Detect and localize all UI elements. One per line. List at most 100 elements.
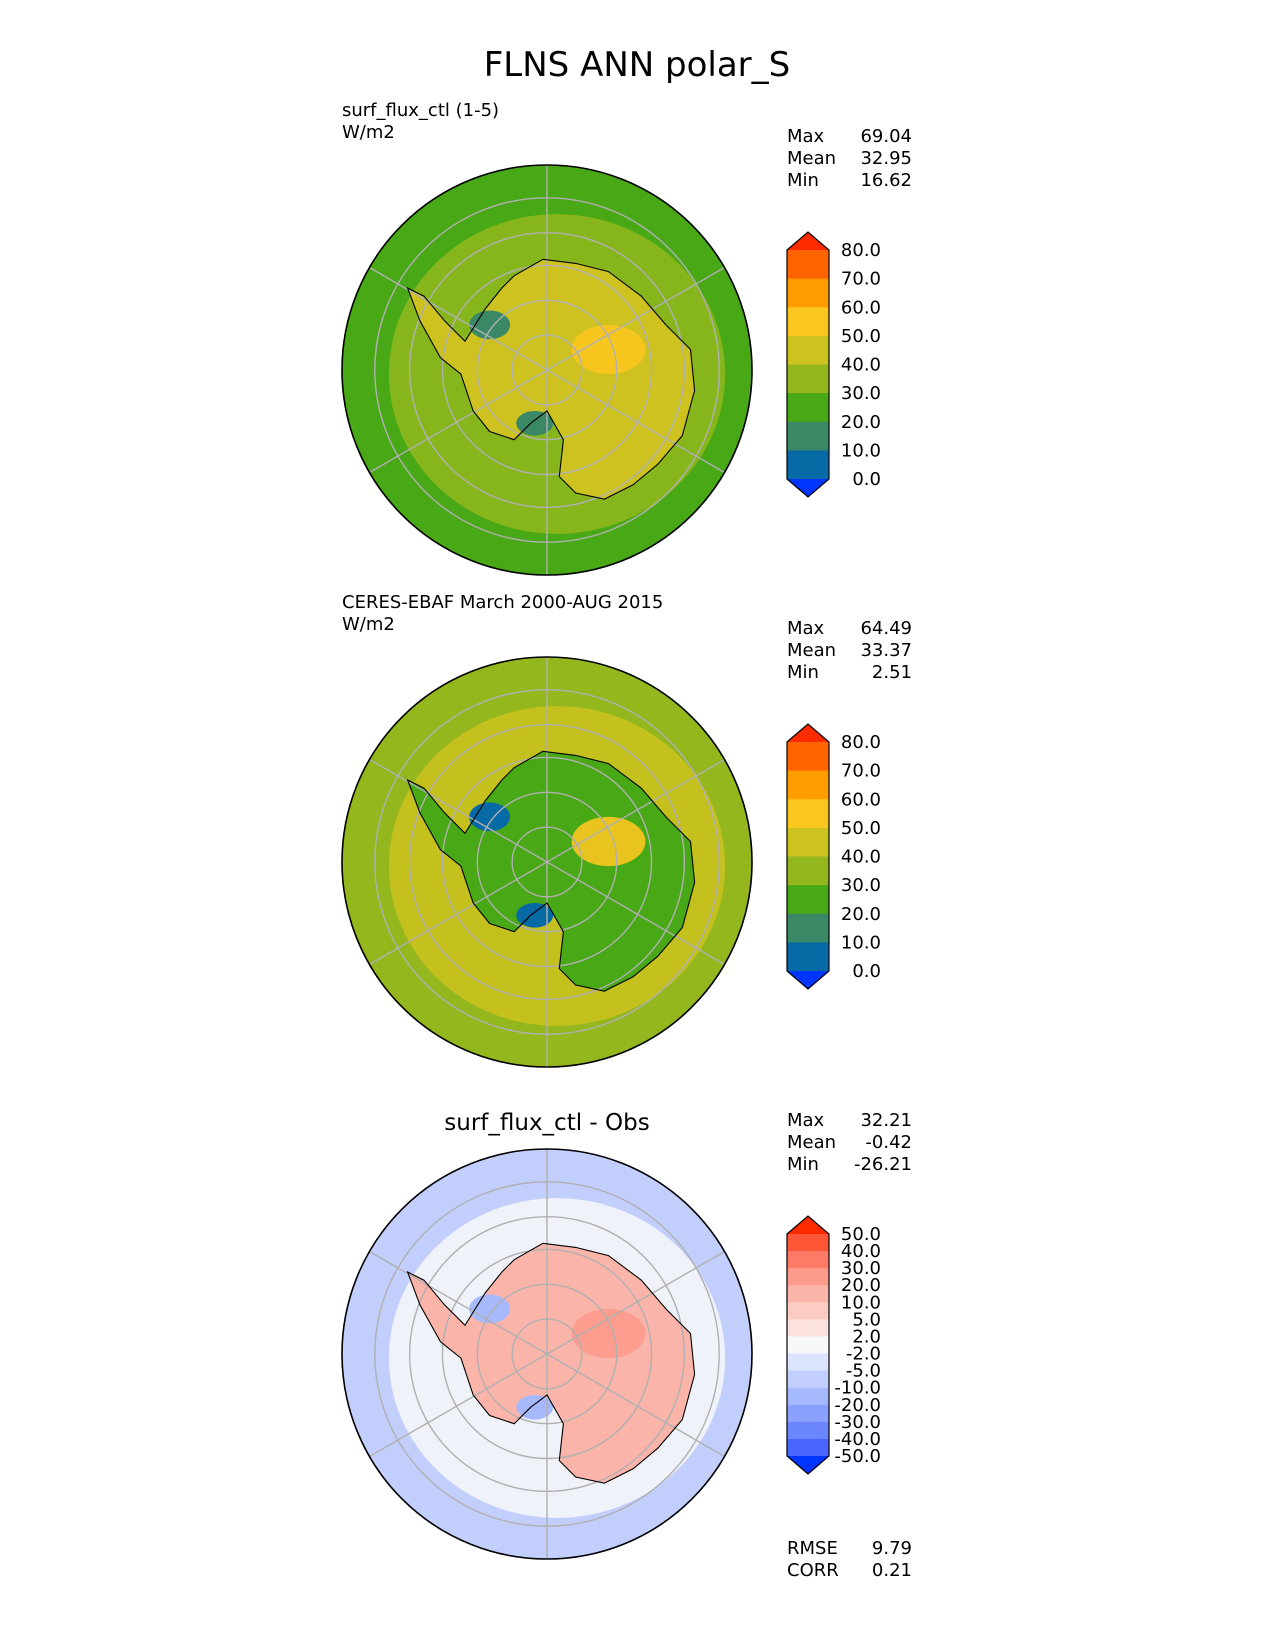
map-graticule bbox=[369, 165, 725, 575]
stat-value: -0.42 bbox=[865, 1132, 912, 1153]
panel-units: W/m2 bbox=[342, 122, 395, 143]
colorbar-bin bbox=[787, 1370, 829, 1389]
stat-label: Mean bbox=[787, 640, 836, 661]
map-panel-1: surf_flux_ctl (1-5)W/m2 Max 69.04 Mean 32.95… bbox=[341, 100, 912, 576]
map-border bbox=[341, 1148, 753, 1560]
colorbar-extend-high bbox=[787, 724, 829, 742]
map-low-value-patch bbox=[516, 1395, 554, 1420]
colorbar-tick-label: 70.0 bbox=[841, 761, 881, 782]
stat-value: 2.51 bbox=[872, 662, 912, 683]
colorbar-tick-label: -5.0 bbox=[846, 1361, 881, 1382]
colorbar: 80.0 70.0 60.0 50.0 40.0 30.0 20.0 10.0 0.0 bbox=[786, 723, 881, 990]
colorbar-tick-label: 80.0 bbox=[841, 732, 881, 753]
colorbar-bin bbox=[787, 1438, 829, 1457]
map-low-value-patch bbox=[516, 903, 554, 928]
stat-value: 32.21 bbox=[860, 1110, 912, 1131]
map-border bbox=[341, 656, 753, 1068]
colorbar-bin bbox=[787, 1421, 829, 1440]
colorbar-tick-label: 20.0 bbox=[841, 1275, 881, 1296]
colorbar-tick-label: 20.0 bbox=[841, 904, 881, 925]
map-border bbox=[341, 164, 753, 576]
stat-value: 32.95 bbox=[860, 148, 912, 169]
colorbar-tick-label: 2.0 bbox=[852, 1326, 881, 1347]
colorbar-bin bbox=[787, 1302, 829, 1320]
stat-label: Max bbox=[787, 126, 825, 147]
panel-title: surf_flux_ctl (1-5) bbox=[342, 100, 499, 121]
colorbar-bin bbox=[787, 942, 829, 972]
panel-title: surf_flux_ctl - Obs bbox=[444, 1110, 649, 1136]
colorbar-bin bbox=[787, 1353, 829, 1372]
colorbar-tick-label: 10.0 bbox=[841, 440, 881, 461]
colorbar-bin bbox=[787, 450, 829, 480]
colorbar-bin bbox=[787, 364, 829, 394]
colorbar-bin bbox=[787, 913, 829, 943]
colorbar-tick-label: -50.0 bbox=[834, 1446, 881, 1467]
colorbar-extend-high bbox=[787, 1216, 829, 1234]
map-high-value-patch bbox=[571, 816, 646, 867]
colorbar-bin bbox=[787, 1234, 829, 1252]
colorbar: 80.0 70.0 60.0 50.0 40.0 30.0 20.0 10.0 0.0 bbox=[786, 231, 881, 498]
colorbar-tick-label: 20.0 bbox=[841, 412, 881, 433]
stat-value: 16.62 bbox=[860, 170, 912, 191]
colorbar-tick-label: 50.0 bbox=[841, 326, 881, 347]
coastline bbox=[406, 258, 696, 500]
stat-label: Mean bbox=[787, 148, 836, 169]
map-high-value-patch bbox=[571, 324, 646, 375]
map-low-value-patch bbox=[516, 411, 554, 436]
colorbar-bin bbox=[787, 250, 829, 280]
colorbar-extend-low bbox=[787, 971, 829, 989]
colorbar-tick-label: 50.0 bbox=[841, 818, 881, 839]
colorbar-tick-label: 30.0 bbox=[841, 875, 881, 896]
colorbar: 50.040.030.020.010.05.02.0-2.0-5.0-10.0-… bbox=[786, 1215, 881, 1475]
stat-label: Max bbox=[787, 618, 825, 639]
coastline bbox=[406, 750, 696, 992]
colorbar-bin bbox=[787, 827, 829, 857]
colorbar-bin bbox=[787, 742, 829, 772]
colorbar-tick-label: 60.0 bbox=[841, 789, 881, 810]
colorbar-extend-low bbox=[787, 479, 829, 497]
colorbar-tick-label: 0.0 bbox=[852, 961, 881, 982]
colorbar-tick-label: -40.0 bbox=[834, 1429, 881, 1450]
panel-units: W/m2 bbox=[342, 614, 395, 635]
colorbar-extend-high bbox=[787, 232, 829, 250]
stat-label: Max bbox=[787, 1110, 825, 1131]
colorbar-tick-label: -30.0 bbox=[834, 1412, 881, 1433]
stat-value: -26.21 bbox=[854, 1154, 912, 1175]
colorbar-outline bbox=[786, 1215, 830, 1475]
colorbar-bin bbox=[787, 393, 829, 423]
footer-stat-value: 0.21 bbox=[872, 1560, 912, 1581]
colorbar-tick-label: 40.0 bbox=[841, 847, 881, 868]
colorbar-tick-label: 10.0 bbox=[841, 932, 881, 953]
colorbar-bin bbox=[787, 1387, 829, 1406]
colorbar-bin bbox=[787, 1404, 829, 1423]
colorbar-bin bbox=[787, 421, 829, 451]
stat-label: Min bbox=[787, 662, 819, 683]
colorbar-tick-label: -20.0 bbox=[834, 1395, 881, 1416]
colorbar-tick-label: 40.0 bbox=[841, 355, 881, 376]
colorbar-bin bbox=[787, 1251, 829, 1269]
map-high-value-patch bbox=[571, 1308, 646, 1359]
colorbar-outline bbox=[786, 231, 830, 498]
colorbar-bin bbox=[787, 278, 829, 308]
colorbar-extend-low bbox=[787, 1456, 829, 1474]
colorbar-bin bbox=[787, 307, 829, 337]
panel-title: CERES-EBAF March 2000-AUG 2015 bbox=[342, 592, 663, 613]
colorbar-tick-label: -10.0 bbox=[834, 1378, 881, 1399]
colorbar-tick-label: 30.0 bbox=[841, 383, 881, 404]
colorbar-tick-label: 80.0 bbox=[841, 240, 881, 261]
colorbar-tick-label: 0.0 bbox=[852, 469, 881, 490]
colorbar-tick-label: 70.0 bbox=[841, 269, 881, 290]
map-graticule bbox=[369, 1149, 725, 1559]
colorbar-tick-label: 30.0 bbox=[841, 1258, 881, 1279]
stat-label: Min bbox=[787, 1154, 819, 1175]
colorbar-outline bbox=[786, 723, 830, 990]
colorbar-bin bbox=[787, 770, 829, 800]
colorbar-bin bbox=[787, 856, 829, 886]
colorbar-tick-label: 60.0 bbox=[841, 297, 881, 318]
figure-title: FLNS ANN polar_S bbox=[484, 45, 790, 85]
colorbar-tick-label: 10.0 bbox=[841, 1292, 881, 1313]
colorbar-tick-label: -2.0 bbox=[846, 1344, 881, 1365]
colorbar-bin bbox=[787, 335, 829, 365]
colorbar-bin bbox=[787, 1268, 829, 1286]
